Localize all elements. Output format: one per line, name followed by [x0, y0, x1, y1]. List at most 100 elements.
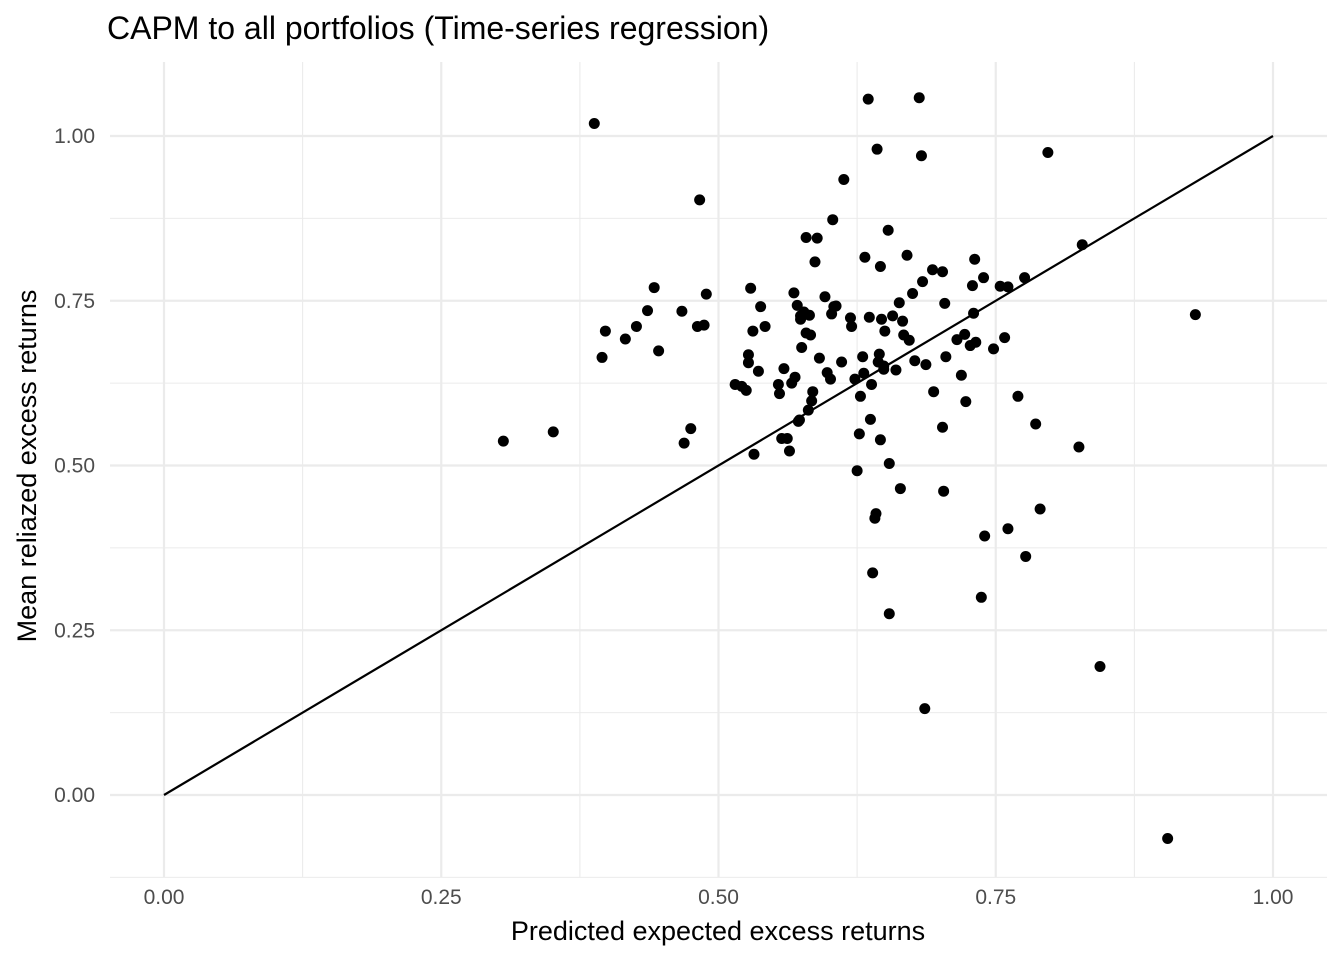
- data-point: [882, 224, 894, 236]
- data-point: [742, 349, 754, 361]
- data-point: [588, 117, 600, 129]
- data-point: [778, 363, 790, 375]
- data-point: [1019, 272, 1031, 284]
- data-point: [619, 333, 631, 345]
- data-point: [849, 373, 861, 385]
- data-point: [887, 310, 899, 322]
- data-point: [596, 351, 608, 363]
- data-point: [1094, 660, 1106, 672]
- data-point: [788, 287, 800, 299]
- data-point: [979, 530, 991, 542]
- data-point: [772, 378, 784, 390]
- data-point: [968, 307, 980, 319]
- data-point: [970, 336, 982, 348]
- data-point: [803, 309, 815, 321]
- data-point: [866, 378, 878, 390]
- data-point: [807, 386, 819, 398]
- data-point: [773, 388, 785, 400]
- data-point: [653, 345, 665, 357]
- y-tick-label: 0.75: [54, 290, 95, 313]
- data-point: [547, 426, 559, 438]
- data-point: [685, 423, 697, 435]
- data-point: [988, 343, 1000, 355]
- data-point: [1002, 281, 1014, 293]
- data-point: [928, 386, 940, 398]
- data-point: [966, 280, 978, 292]
- data-point: [867, 567, 879, 579]
- data-point: [999, 332, 1011, 344]
- data-point: [909, 355, 921, 367]
- data-point: [844, 312, 856, 324]
- data-point: [836, 356, 848, 368]
- data-point: [698, 319, 710, 331]
- data-point: [919, 703, 931, 715]
- data-point: [802, 404, 814, 416]
- data-point: [648, 282, 660, 294]
- data-point: [978, 272, 990, 284]
- x-tick-label: 0.50: [698, 886, 739, 909]
- data-point: [1002, 523, 1014, 535]
- data-point: [937, 421, 949, 433]
- data-point: [599, 325, 611, 337]
- data-point: [853, 428, 865, 440]
- data-point: [874, 434, 886, 446]
- data-point: [789, 371, 801, 383]
- data-point: [858, 367, 870, 379]
- data-point: [700, 288, 712, 300]
- data-point: [748, 448, 760, 460]
- data-point: [969, 253, 981, 265]
- data-point: [870, 508, 882, 520]
- data-point: [927, 264, 939, 276]
- data-point: [917, 276, 929, 288]
- data-point: [819, 291, 831, 303]
- x-tick-label: 0.25: [421, 886, 462, 909]
- data-point: [937, 266, 949, 278]
- x-tick-label: 0.75: [975, 886, 1016, 909]
- data-point: [800, 231, 812, 243]
- data-point: [864, 413, 876, 425]
- data-point: [630, 320, 642, 332]
- data-point: [809, 256, 821, 268]
- data-point: [879, 325, 891, 337]
- data-point: [890, 364, 902, 376]
- data-point: [1020, 550, 1032, 562]
- y-tick-label: 0.00: [54, 784, 95, 807]
- reference-line-layer: [163, 135, 1274, 796]
- data-point: [497, 435, 509, 447]
- data-point: [747, 325, 759, 337]
- data-point: [1073, 441, 1085, 453]
- data-point: [901, 249, 913, 261]
- data-point: [781, 432, 793, 444]
- data-point: [813, 352, 825, 364]
- data-point: [694, 194, 706, 206]
- data-point: [894, 483, 906, 495]
- data-point: [940, 351, 952, 363]
- data-point: [830, 300, 842, 312]
- data-point: [857, 351, 869, 363]
- data-point: [676, 305, 688, 317]
- data-point: [938, 485, 950, 497]
- data-point: [915, 150, 927, 162]
- data-point: [893, 297, 905, 309]
- data-point: [874, 260, 886, 272]
- data-point: [805, 329, 817, 341]
- data-point: [796, 342, 808, 354]
- data-point: [878, 363, 890, 375]
- data-point: [1162, 832, 1174, 844]
- data-point: [876, 313, 888, 325]
- y-tick-label: 1.00: [54, 125, 95, 148]
- x-axis-ticks: 0.00 0.25 0.50 0.75 1.00: [144, 886, 1294, 909]
- data-point: [1012, 390, 1024, 402]
- chart-title: CAPM to all portfolios (Time-series regr…: [107, 10, 769, 46]
- y-tick-label: 0.25: [54, 619, 95, 642]
- data-point: [1034, 503, 1046, 515]
- data-point: [955, 369, 967, 381]
- grid-layer: [110, 62, 1327, 878]
- data-point: [742, 357, 754, 369]
- data-point: [752, 365, 764, 377]
- data-point: [883, 458, 895, 470]
- data-point: [846, 320, 858, 332]
- points-layer: [497, 92, 1201, 844]
- data-point: [827, 214, 839, 226]
